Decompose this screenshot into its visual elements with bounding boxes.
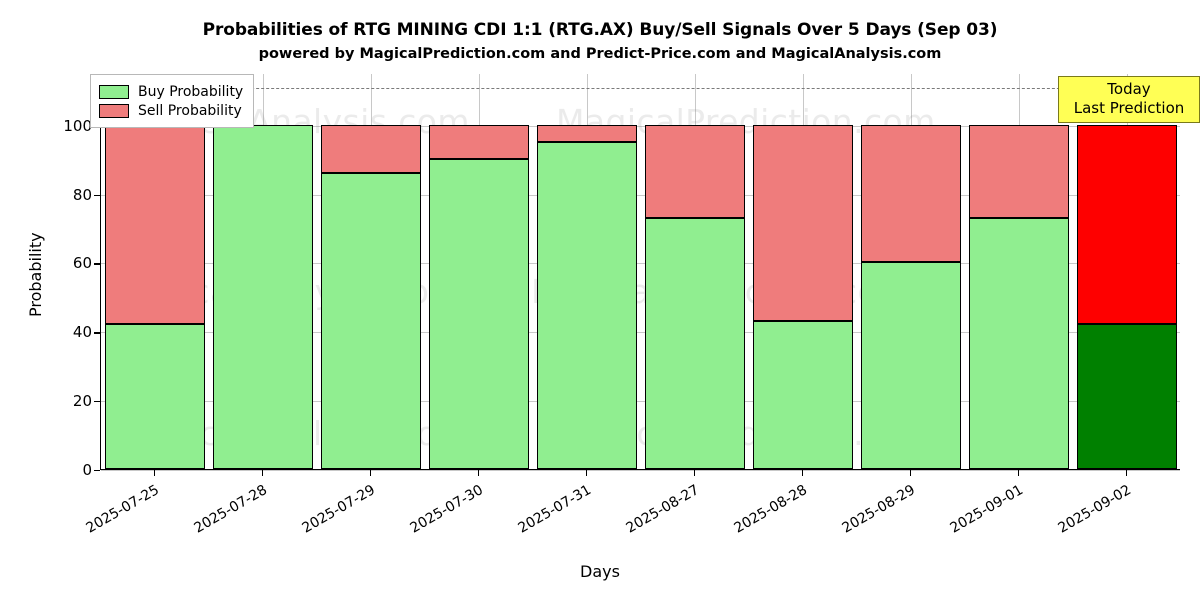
- bar-group[interactable]: [753, 73, 853, 469]
- bar-segment-sell[interactable]: [321, 124, 421, 173]
- bar-segment-buy[interactable]: [969, 217, 1069, 469]
- bar-segment-buy[interactable]: [753, 320, 853, 469]
- y-axis-tick-label: 40: [72, 323, 92, 342]
- x-axis-tick-label: 2025-07-31: [515, 482, 594, 537]
- bar-segment-buy[interactable]: [213, 124, 313, 469]
- bar-segment-buy[interactable]: [537, 141, 637, 469]
- bar-group[interactable]: [321, 73, 421, 469]
- bar-segment-buy[interactable]: [429, 159, 529, 469]
- bar-segment-buy[interactable]: [861, 262, 961, 469]
- bar-segment-sell[interactable]: [537, 124, 637, 142]
- chart-title: Probabilities of RTG MINING CDI 1:1 (RTG…: [202, 20, 998, 40]
- x-axis-tick-label: 2025-08-28: [731, 482, 810, 537]
- chart-legend: Buy Probability Sell Probability: [90, 74, 255, 128]
- legend-item-sell: Sell Probability: [99, 101, 243, 120]
- gridline-horizontal: [101, 401, 1180, 403]
- y-axis-tick-mark: [94, 263, 100, 265]
- legend-item-buy: Buy Probability: [99, 82, 243, 101]
- bar-group[interactable]: [537, 73, 637, 469]
- today-line-1: Today: [1107, 80, 1151, 98]
- x-axis-tick-label: 2025-07-28: [191, 482, 270, 537]
- x-axis-tick-label: 2025-07-29: [299, 482, 378, 537]
- bar-group[interactable]: [105, 73, 205, 469]
- x-axis-tick-mark: [802, 470, 804, 476]
- bar-segment-sell[interactable]: [429, 124, 529, 160]
- bar-segment-buy[interactable]: [105, 324, 205, 469]
- today-annotation: Today Last Prediction: [1058, 76, 1200, 123]
- legend-label-sell: Sell Probability: [138, 102, 242, 119]
- bar-group[interactable]: [429, 73, 529, 469]
- y-axis-label: Probability: [26, 232, 45, 317]
- bars-layer: [101, 74, 1180, 469]
- y-axis-tick-label: 0: [82, 461, 92, 479]
- x-axis-tick-label: 2025-08-29: [839, 482, 918, 537]
- y-axis-tick-mark: [94, 332, 100, 334]
- y-axis-tick-mark: [94, 194, 100, 196]
- gridline-horizontal: [101, 194, 1180, 196]
- threshold-dashed-line: [101, 87, 1180, 89]
- x-axis-tick-mark: [154, 470, 156, 476]
- legend-swatch-buy-icon: [99, 84, 129, 99]
- legend-swatch-sell-icon: [99, 103, 129, 118]
- y-axis-tick-label: 80: [72, 185, 92, 204]
- chart-subtitle: powered by MagicalPrediction.com and Pre…: [258, 46, 942, 62]
- bar-segment-sell[interactable]: [753, 124, 853, 321]
- bar-segment-sell[interactable]: [969, 124, 1069, 218]
- plot-area: MagicalAnalysis.com MagicalPrediction.com…: [100, 74, 1180, 471]
- bar-group[interactable]: [969, 73, 1069, 469]
- y-axis-tick-mark: [94, 470, 100, 472]
- y-axis-tick-label: 100: [63, 116, 92, 135]
- x-axis-tick-label: 2025-09-01: [947, 482, 1026, 537]
- y-axis-tick-mark: [94, 401, 100, 403]
- bar-segment-buy[interactable]: [321, 172, 421, 469]
- legend-label-buy: Buy Probability: [138, 83, 244, 100]
- bar-group[interactable]: [861, 73, 961, 469]
- gridline-horizontal: [101, 263, 1180, 265]
- gridline-horizontal: [101, 332, 1180, 334]
- today-line-2: Last Prediction: [1073, 99, 1185, 117]
- bar-segment-sell[interactable]: [861, 124, 961, 263]
- bar-segment-buy[interactable]: [1077, 324, 1177, 469]
- x-axis-tick-mark: [1018, 470, 1020, 476]
- bar-group[interactable]: [645, 73, 745, 469]
- y-axis-tick-label: 20: [72, 392, 92, 411]
- x-axis-tick-label: 2025-07-25: [83, 482, 162, 537]
- x-axis-tick-label: 2025-07-30: [407, 482, 486, 537]
- bar-group[interactable]: [1077, 73, 1177, 469]
- x-axis-tick-label: 2025-09-02: [1055, 482, 1134, 537]
- x-axis-tick-mark: [694, 470, 696, 476]
- x-axis-label: Days: [580, 562, 620, 581]
- x-axis-tick-label: 2025-08-27: [623, 482, 702, 537]
- x-axis-tick-mark: [1126, 470, 1128, 476]
- bar-segment-sell[interactable]: [1077, 124, 1177, 325]
- x-axis-tick-mark: [478, 470, 480, 476]
- bar-segment-sell[interactable]: [645, 124, 745, 218]
- gridline-horizontal: [101, 125, 1180, 127]
- x-axis-tick-mark: [370, 470, 372, 476]
- x-axis-tick-mark: [262, 470, 264, 476]
- x-axis-tick-mark: [910, 470, 912, 476]
- bar-segment-buy[interactable]: [645, 217, 745, 469]
- gridline-horizontal: [101, 470, 1180, 471]
- x-axis-tick-mark: [586, 470, 588, 476]
- bar-segment-sell[interactable]: [105, 124, 205, 325]
- y-axis-tick-label: 60: [72, 254, 92, 273]
- bar-group[interactable]: [213, 73, 313, 469]
